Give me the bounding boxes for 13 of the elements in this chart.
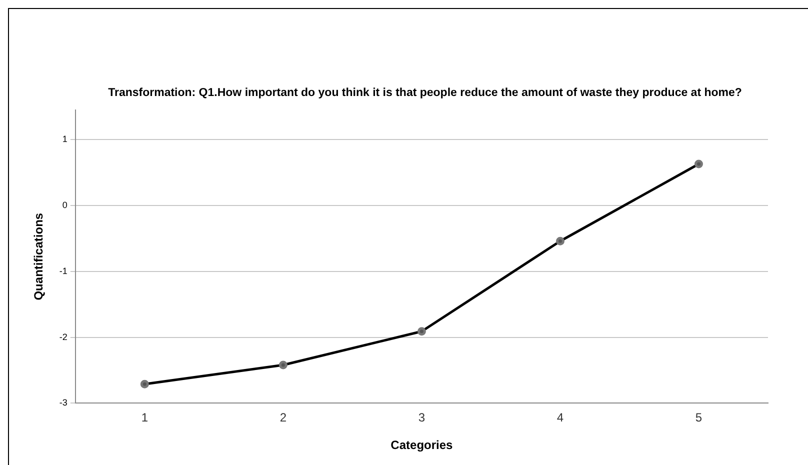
y-tick-label: -2 — [59, 332, 68, 342]
x-tick-label: 5 — [695, 410, 702, 425]
y-tick-label: 1 — [62, 134, 68, 144]
y-tick-label: -3 — [59, 398, 68, 408]
x-tick-label: 3 — [418, 410, 426, 425]
x-axis-title: Categories — [390, 438, 454, 452]
y-axis-title: Quantifications — [32, 212, 46, 300]
y-tick-label: -1 — [59, 266, 68, 276]
x-tick-label: 2 — [280, 410, 287, 425]
x-tick-label: 1 — [141, 410, 148, 425]
y-tick-label: 0 — [62, 200, 68, 210]
chart-title: Transformation: Q1.How important do you think it is that people reduce the amount of waste they produce at home? — [107, 87, 743, 99]
x-tick-label: 4 — [556, 410, 564, 425]
